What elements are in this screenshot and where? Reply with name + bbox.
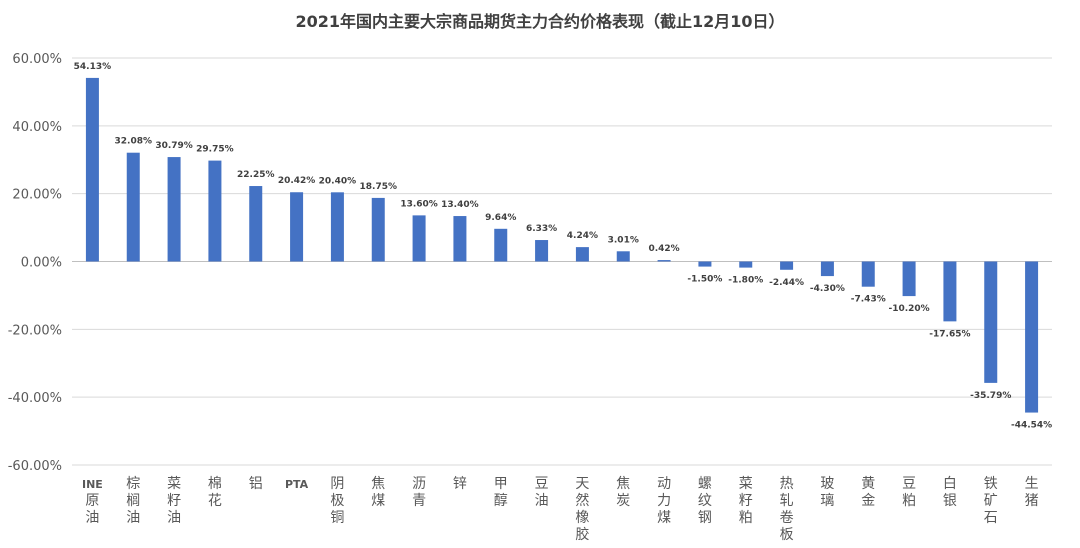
chart-title: 2021年国内主要大宗商品期货主力合约价格表现（截止12月10日） (295, 12, 785, 31)
data-label: -17.65% (929, 329, 970, 339)
category-label: 菜籽油 (167, 476, 181, 526)
category-label: INE 原油 (82, 478, 103, 526)
category-label: 锌 (453, 476, 467, 492)
data-label: -35.79% (970, 391, 1011, 401)
category-label: 黄金 (861, 475, 875, 509)
data-label: -44.54% (1011, 421, 1052, 431)
data-label: 29.75% (196, 145, 234, 155)
category-label: 白银 (943, 476, 957, 509)
data-label: -4.30% (810, 284, 845, 294)
category-label: 铝 (249, 476, 263, 492)
y-axis-ticks: 60.00% 40.00% 20.00% 0.00% -20.00% -40.00% -60… (8, 52, 62, 474)
y-tick-label: 60.00% (12, 52, 62, 67)
category-label: 动力煤 (657, 476, 671, 526)
data-label: -1.50% (687, 275, 722, 285)
y-tick-label: -40.00% (8, 391, 62, 406)
category-label: 棉花 (208, 475, 222, 509)
bar (657, 260, 671, 262)
data-label: 32.08% (115, 137, 153, 147)
bar (739, 261, 753, 268)
category-label: 豆油 (535, 476, 549, 509)
category-label: 阴极铜 (330, 476, 344, 526)
bar (453, 216, 467, 262)
data-label: 13.60% (400, 199, 438, 209)
category-label: 热轧卷板 (780, 476, 794, 543)
bar (126, 152, 140, 262)
data-label: 20.40% (319, 176, 357, 186)
bar (943, 261, 957, 322)
data-label: -2.44% (769, 278, 804, 288)
category-label: 菜籽粕 (739, 476, 753, 526)
y-tick-label: 40.00% (12, 120, 62, 135)
bar (330, 192, 344, 262)
data-label: -10.20% (888, 304, 929, 314)
bar (249, 186, 263, 262)
category-label: 棕榈油 (126, 476, 140, 526)
y-tick-label: 20.00% (12, 188, 62, 203)
y-tick-label: -60.00% (8, 459, 62, 474)
data-label: 6.33% (526, 224, 557, 234)
bar (984, 261, 998, 383)
bar (535, 240, 549, 262)
data-label: 0.42% (648, 244, 679, 254)
category-label: 焦炭 (616, 476, 630, 509)
y-tick-label: 0.00% (21, 256, 62, 271)
bar (575, 247, 589, 262)
bar (412, 215, 426, 262)
category-label: 甲醇 (494, 476, 508, 509)
data-label: -7.43% (851, 295, 886, 305)
bar (290, 192, 304, 262)
category-label: 生猪 (1025, 476, 1039, 509)
bar (780, 261, 794, 270)
bars (85, 77, 1039, 413)
data-label: 22.25% (237, 170, 275, 180)
category-label: 焦煤 (371, 476, 385, 509)
bar (902, 261, 916, 297)
bar (698, 261, 712, 267)
data-label: 4.24% (567, 231, 598, 241)
data-label: 20.42% (278, 176, 316, 186)
data-label: 54.13% (74, 62, 112, 72)
category-label: 玻璃 (820, 476, 834, 509)
data-label: 13.40% (441, 200, 479, 210)
bar (820, 261, 834, 277)
gridlines (72, 57, 1052, 466)
data-label: 30.79% (155, 141, 193, 151)
bar (167, 157, 181, 262)
y-tick-label: -20.00% (8, 323, 62, 338)
category-label: 天然橡胶 (575, 476, 589, 543)
category-label: PTA (285, 478, 309, 491)
bar (616, 251, 630, 262)
category-label: 螺纹钢 (698, 476, 712, 526)
category-label: 沥青 (412, 476, 426, 509)
bar (494, 228, 508, 262)
bar (85, 77, 99, 262)
category-label: 豆粕 (902, 476, 916, 509)
data-label: 9.64% (485, 213, 516, 223)
bar (208, 160, 222, 262)
bar (371, 197, 385, 262)
bar (1025, 261, 1039, 413)
data-label: -1.80% (728, 276, 763, 286)
bar (861, 261, 875, 287)
data-label: 18.75% (360, 182, 398, 192)
category-label: 铁矿石 (984, 476, 998, 526)
data-label: 3.01% (608, 235, 639, 245)
data-labels: 54.13% 32.08% 30.79% 29.75% 22.25%20.42% 20.4… (74, 62, 1053, 431)
